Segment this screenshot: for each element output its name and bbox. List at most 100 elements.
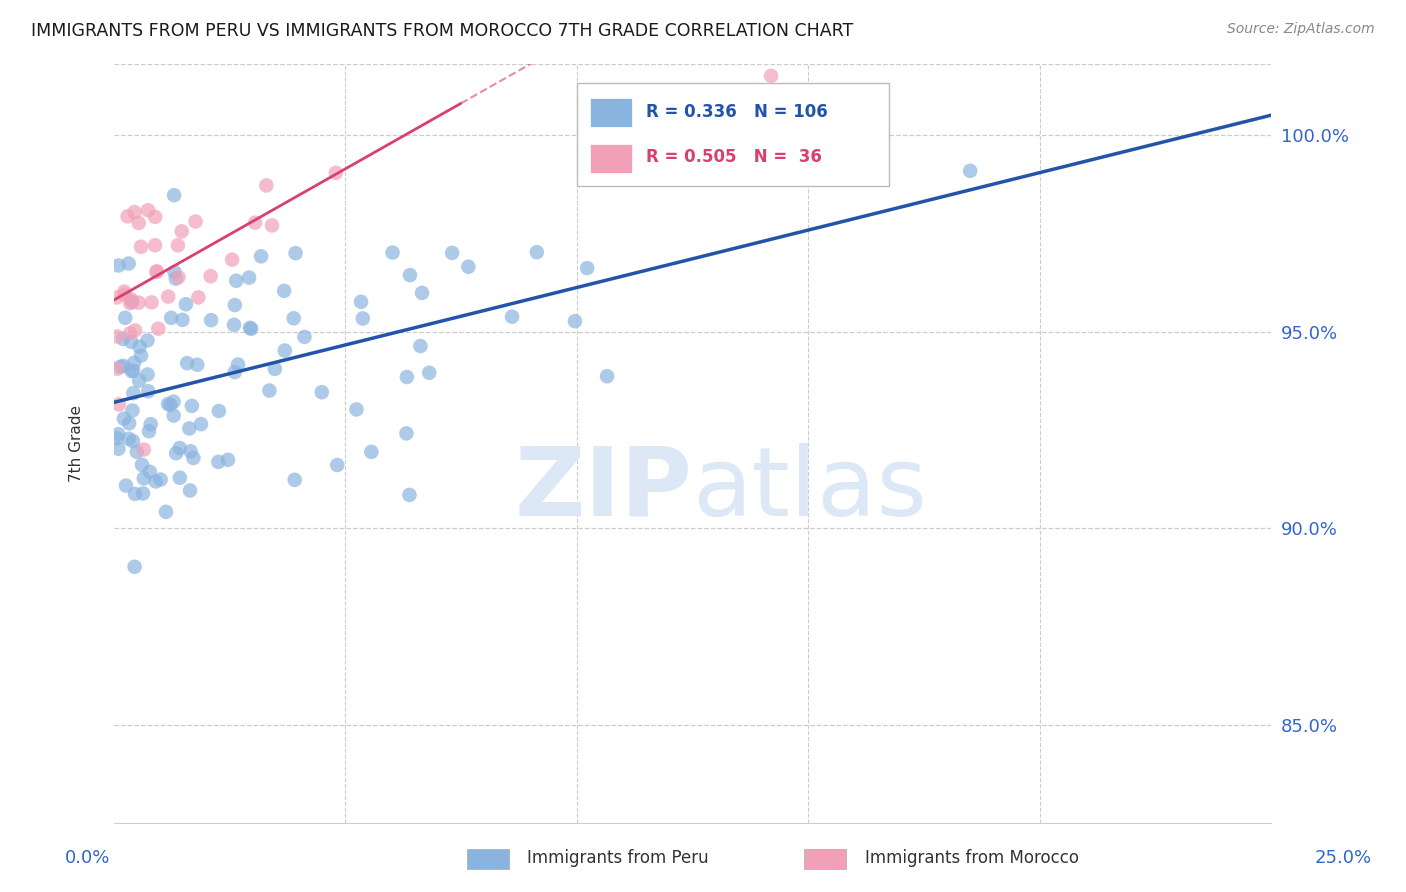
Point — [157, 290, 180, 304]
Point — [526, 245, 548, 260]
Point — [773, 154, 796, 169]
Text: Immigrants from Peru: Immigrants from Peru — [527, 849, 709, 867]
Text: Source: ZipAtlas.com: Source: ZipAtlas.com — [1227, 22, 1375, 37]
Point — [457, 260, 479, 274]
Point — [105, 329, 128, 343]
Point — [128, 374, 150, 388]
Point — [207, 455, 229, 469]
Point — [592, 110, 614, 124]
Text: IMMIGRANTS FROM PERU VS IMMIGRANTS FROM MOROCCO 7TH GRADE CORRELATION CHART: IMMIGRANTS FROM PERU VS IMMIGRANTS FROM … — [31, 22, 853, 40]
Point — [360, 445, 382, 459]
Point — [120, 326, 142, 341]
Point — [240, 322, 263, 336]
Point — [180, 399, 202, 413]
Point — [264, 362, 287, 376]
Point — [179, 421, 201, 435]
Point — [112, 285, 135, 299]
Point — [157, 397, 180, 411]
Point — [117, 256, 139, 270]
Point — [294, 330, 316, 344]
Point — [284, 246, 307, 260]
Point — [122, 386, 145, 401]
Point — [381, 245, 404, 260]
Text: Immigrants from Morocco: Immigrants from Morocco — [865, 849, 1078, 867]
Point — [596, 369, 619, 384]
Point — [155, 505, 177, 519]
Point — [145, 265, 167, 279]
Point — [139, 417, 162, 432]
Point — [165, 446, 187, 460]
Text: 25.0%: 25.0% — [1315, 849, 1371, 867]
Point — [120, 296, 142, 310]
Point — [179, 483, 201, 498]
Point — [346, 402, 368, 417]
Point — [239, 321, 262, 335]
Point — [136, 384, 159, 399]
Point — [186, 358, 208, 372]
Point — [143, 238, 166, 252]
Point — [350, 294, 373, 309]
Point — [136, 368, 159, 382]
Point — [176, 356, 198, 370]
Point — [132, 442, 155, 457]
Text: R = 0.336   N = 106: R = 0.336 N = 106 — [645, 103, 828, 121]
Point — [118, 432, 141, 446]
FancyBboxPatch shape — [591, 144, 633, 173]
Point — [200, 313, 222, 327]
Point — [163, 265, 186, 279]
Point — [129, 240, 152, 254]
Point — [225, 274, 247, 288]
Point — [159, 398, 181, 412]
Point — [115, 478, 138, 492]
Point — [165, 271, 187, 285]
Point — [352, 311, 374, 326]
Point — [174, 297, 197, 311]
Point — [326, 458, 349, 472]
Point — [576, 261, 599, 276]
Point — [274, 343, 297, 358]
Point — [250, 249, 273, 263]
Point — [184, 214, 207, 228]
FancyBboxPatch shape — [591, 98, 633, 127]
Point — [131, 458, 153, 472]
Point — [243, 216, 266, 230]
Point — [136, 203, 159, 218]
Point — [169, 471, 191, 485]
Point — [105, 290, 128, 304]
Point — [128, 216, 150, 230]
Point — [259, 384, 281, 398]
Point — [399, 268, 422, 282]
Text: R = 0.505   N =  36: R = 0.505 N = 36 — [645, 148, 823, 167]
Point — [183, 450, 205, 465]
Point — [221, 252, 243, 267]
Point — [163, 188, 186, 202]
Point — [441, 246, 464, 260]
Point — [125, 445, 148, 459]
Point — [128, 295, 150, 310]
Point — [124, 559, 146, 574]
Point — [107, 259, 129, 273]
FancyBboxPatch shape — [576, 83, 889, 186]
Point — [112, 411, 135, 425]
Point — [120, 293, 142, 307]
Point — [283, 311, 305, 326]
Point — [187, 290, 209, 304]
Point — [132, 471, 155, 485]
Point — [284, 473, 307, 487]
Point — [172, 313, 194, 327]
Point — [222, 318, 245, 332]
Text: 7th Grade: 7th Grade — [69, 405, 84, 483]
Point — [112, 359, 135, 373]
Point — [114, 287, 136, 301]
Point — [501, 310, 523, 324]
Point — [124, 205, 146, 219]
Point — [238, 270, 260, 285]
Point — [254, 178, 277, 193]
Point — [162, 394, 184, 409]
Point — [108, 397, 131, 411]
Point — [759, 69, 782, 83]
Point — [311, 385, 333, 400]
Point — [224, 365, 246, 379]
Point — [217, 452, 239, 467]
Point — [129, 349, 152, 363]
